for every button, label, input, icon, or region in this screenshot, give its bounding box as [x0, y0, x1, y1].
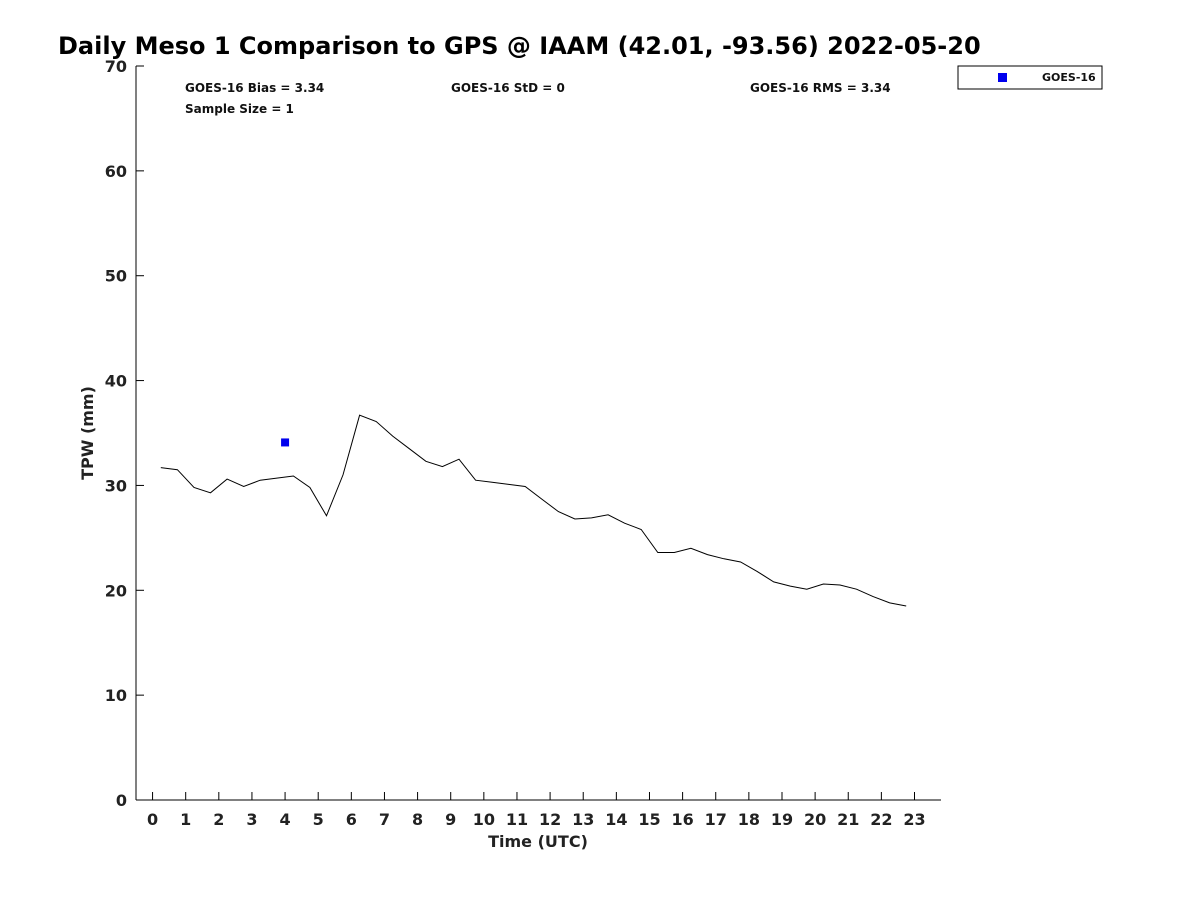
stat-sample-size: Sample Size = 1	[185, 102, 294, 116]
x-tick-label: 21	[837, 810, 859, 829]
x-tick-label: 6	[346, 810, 357, 829]
plot-axes	[135, 66, 941, 801]
goes16-point	[281, 438, 290, 447]
legend: GOES-16	[957, 65, 1103, 90]
y-axis-ticks: 0 10 20 30 40 50 60 70	[105, 57, 144, 810]
stat-bias: GOES-16 Bias = 3.34	[185, 81, 324, 95]
legend-marker-goes16	[998, 73, 1007, 82]
y-tick-label: 70	[105, 57, 127, 76]
x-tick-label: 4	[280, 810, 291, 829]
x-axis-label: Time (UTC)	[488, 832, 588, 851]
x-tick-label: 13	[572, 810, 594, 829]
x-tick-label: 10	[473, 810, 495, 829]
y-axis-label: TPW (mm)	[78, 386, 97, 480]
x-tick-label: 23	[903, 810, 925, 829]
x-axis-ticks: 0 1 2 3 4 5 6 7 8 9 10 11 12 13 14 15 16 17 18 19 20 21 22 23	[147, 792, 926, 829]
gps-tpw-line	[160, 414, 907, 607]
x-tick-label: 22	[870, 810, 892, 829]
y-tick-label: 40	[105, 372, 127, 391]
x-tick-label: 9	[445, 810, 456, 829]
stat-std: GOES-16 StD = 0	[451, 81, 565, 95]
x-tick-label: 1	[180, 810, 191, 829]
stat-rms: GOES-16 RMS = 3.34	[750, 81, 891, 95]
y-tick-label: 0	[116, 791, 127, 810]
y-tick-label: 10	[105, 686, 127, 705]
x-tick-label: 20	[804, 810, 826, 829]
y-tick-label: 20	[105, 581, 127, 600]
x-tick-label: 17	[705, 810, 727, 829]
x-tick-label: 2	[213, 810, 224, 829]
x-tick-label: 8	[412, 810, 423, 829]
x-tick-label: 19	[771, 810, 793, 829]
y-tick-label: 60	[105, 162, 127, 181]
x-tick-label: 0	[147, 810, 158, 829]
x-tick-label: 16	[671, 810, 693, 829]
x-tick-label: 12	[539, 810, 561, 829]
x-tick-label: 15	[638, 810, 660, 829]
y-tick-label: 30	[105, 476, 127, 495]
x-tick-label: 14	[605, 810, 627, 829]
x-tick-label: 18	[738, 810, 760, 829]
x-tick-label: 5	[313, 810, 324, 829]
legend-box	[957, 65, 1103, 90]
chart-title: Daily Meso 1 Comparison to GPS @ IAAM (4…	[58, 32, 981, 60]
series-layer	[160, 414, 907, 607]
legend-label-goes16: GOES-16	[1042, 71, 1096, 84]
x-tick-label: 11	[506, 810, 528, 829]
x-tick-label: 7	[379, 810, 390, 829]
y-tick-label: 50	[105, 267, 127, 286]
x-tick-label: 3	[246, 810, 257, 829]
